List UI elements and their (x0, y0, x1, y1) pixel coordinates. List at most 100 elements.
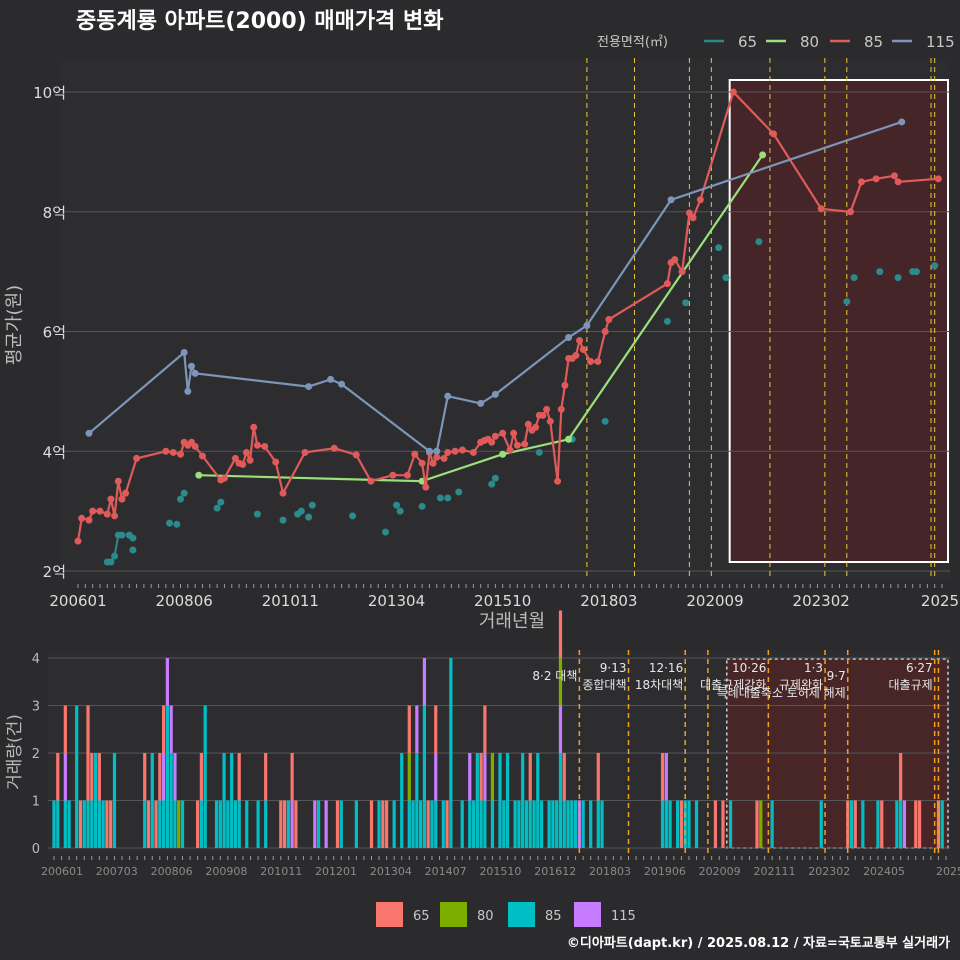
volume-bar-85 (165, 705, 169, 848)
volume-bar-85 (668, 800, 672, 848)
x-tick-label: 201304 (368, 592, 425, 610)
volume-x-tick: 201304 (370, 865, 412, 878)
point-65 (894, 274, 902, 282)
point-65 (601, 417, 609, 425)
x-tick-label: 201803 (580, 592, 637, 610)
volume-bar-65 (721, 800, 725, 848)
volume-bar-85 (471, 800, 476, 848)
volume-bar-85 (422, 705, 427, 848)
point-85 (491, 432, 499, 440)
point-85 (444, 448, 452, 456)
point-65 (213, 504, 221, 512)
volume-bar-85 (449, 658, 453, 848)
point-85 (114, 477, 122, 485)
point-85 (546, 417, 554, 425)
volume-x-tick: 202111 (753, 865, 795, 878)
point-85 (111, 512, 119, 520)
volume-bar-85 (895, 800, 899, 848)
point-85 (689, 214, 697, 222)
volume-bar-85 (158, 800, 162, 848)
volume-bar-85 (441, 800, 445, 848)
y-tick-label: 10억 (33, 84, 66, 102)
point-85 (261, 442, 269, 450)
volume-bar-85 (528, 800, 532, 848)
volume-bar-65 (660, 753, 665, 801)
point-65 (253, 510, 261, 518)
point-80 (499, 450, 507, 458)
volume-bar-85 (419, 800, 423, 848)
point-85 (696, 196, 704, 204)
volume-bar-85 (558, 753, 563, 848)
volume-bar-65 (558, 610, 563, 658)
point-85 (96, 507, 104, 515)
point-65 (722, 274, 730, 282)
volume-bar-85 (97, 800, 101, 848)
point-85 (458, 446, 466, 454)
bottom-legend: 65 80 85 115 (376, 902, 636, 927)
highlight-region (728, 79, 949, 563)
point-85 (169, 448, 177, 456)
volume-bar-65 (78, 800, 83, 848)
point-65 (308, 501, 316, 509)
point-85 (389, 471, 397, 479)
volume-bar-85 (502, 800, 506, 848)
volume-bar-85 (770, 800, 774, 848)
volume-bar-85 (570, 800, 574, 848)
volume-x-tick: 201906 (644, 865, 686, 878)
volume-bar-85 (513, 800, 517, 848)
volume-bar-65 (237, 753, 241, 801)
volume-bar-85 (222, 753, 226, 848)
point-65 (455, 488, 463, 496)
volume-bar-85 (539, 800, 544, 848)
volume-bar-65 (713, 800, 718, 848)
point-85 (605, 316, 613, 324)
volume-bar-65 (294, 800, 298, 848)
volume-bar-85 (940, 800, 944, 848)
point-85 (301, 448, 309, 456)
volume-bar-85 (876, 800, 880, 848)
volume-bar-65 (407, 705, 411, 753)
point-65 (349, 512, 357, 520)
volume-bar-65 (158, 753, 162, 801)
volume-bar-65 (755, 800, 759, 848)
volume-bar-65 (434, 705, 438, 753)
volume-x-tick: 201407 (425, 865, 467, 878)
point-85 (561, 381, 569, 389)
point-85 (594, 357, 602, 365)
volume-bar-115 (415, 705, 419, 753)
volume-bar-65 (385, 800, 389, 848)
volume-bar-115 (664, 753, 668, 801)
point-65 (382, 528, 390, 536)
point-85 (499, 429, 507, 437)
volume-bar-65 (528, 753, 532, 801)
point-85 (601, 328, 609, 335)
volume-bar-85 (490, 800, 495, 848)
point-85 (857, 178, 865, 186)
point-85 (429, 459, 437, 467)
x-axis-title: 거래년월 (479, 611, 545, 632)
point-115 (180, 348, 188, 356)
point-85 (729, 88, 737, 96)
point-65 (129, 534, 137, 542)
volume-bar-85 (75, 705, 79, 848)
volume-bar-65 (479, 753, 483, 801)
point-80 (565, 435, 573, 443)
point-65 (535, 448, 543, 456)
volume-bar-65 (335, 800, 340, 848)
x-tick-label: 202302 (793, 592, 850, 610)
policy-annotation: 대출규제강화 (700, 678, 766, 692)
point-115 (667, 196, 675, 204)
point-85 (557, 405, 565, 413)
volume-bar-85 (52, 800, 56, 848)
volume-bar-65 (97, 753, 101, 801)
volume-legend-key-80 (440, 902, 467, 927)
footer-credit: ©디아파트(dapt.kr) / 2025.08.12 / 자료=국토교통부 실… (567, 935, 950, 951)
point-85 (846, 208, 854, 216)
volume-y-tick: 3 (32, 700, 40, 715)
volume-y-tick: 0 (32, 842, 40, 857)
point-65 (931, 262, 939, 270)
point-115 (477, 399, 485, 407)
volume-chart: 0 1 2 3 4 8·2 대책 9·13 종합대책 12·16 18차대책 10·26 대출규제강화… (5, 610, 960, 878)
point-65 (682, 299, 690, 307)
point-85 (253, 441, 261, 449)
